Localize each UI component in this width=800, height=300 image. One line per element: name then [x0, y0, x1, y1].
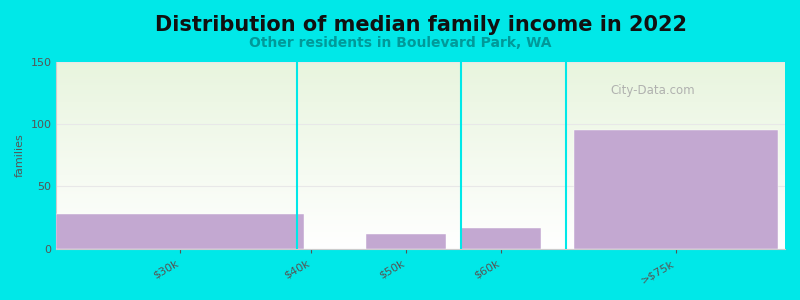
Bar: [574, 130, 778, 249]
Text: City-Data.com: City-Data.com: [610, 84, 694, 97]
Title: Distribution of median family income in 2022: Distribution of median family income in …: [154, 15, 686, 35]
Bar: [57, 214, 304, 249]
Text: Other residents in Boulevard Park, WA: Other residents in Boulevard Park, WA: [249, 36, 551, 50]
Bar: [461, 228, 541, 249]
Bar: [366, 234, 446, 249]
Y-axis label: families: families: [15, 133, 25, 177]
